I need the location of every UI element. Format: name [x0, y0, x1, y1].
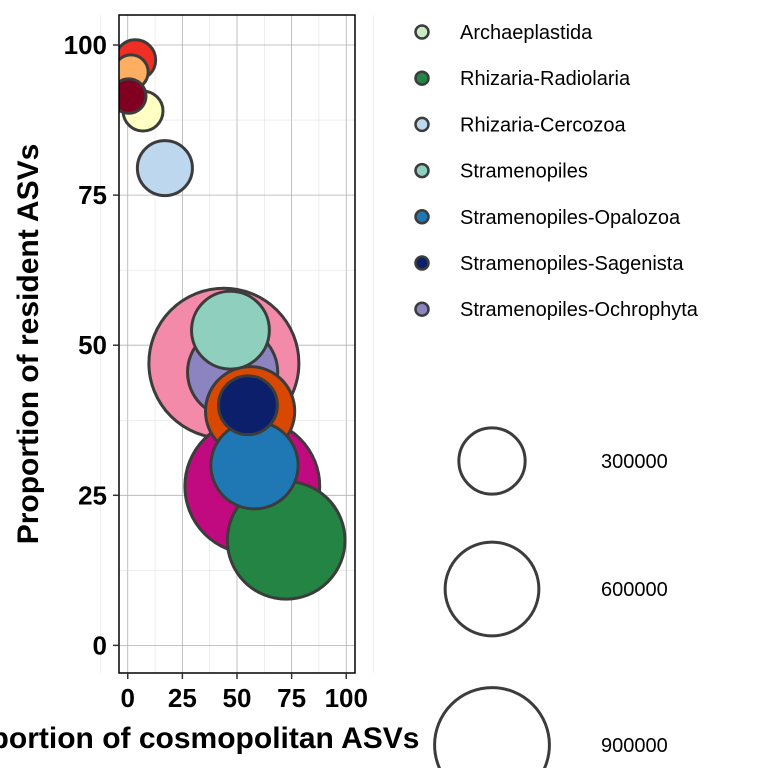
x-axis-title: Proportion of cosmopolitan ASVs: [0, 722, 419, 755]
bubble-point: [190, 289, 271, 371]
bubbles: [119, 38, 347, 601]
size-legend-label: 900000: [601, 735, 668, 757]
x-tick-label: 100: [325, 683, 368, 713]
y-tick-label: 25: [78, 480, 107, 510]
legend: Archaeplastida Rhizaria-Radiolaria Rhizari…: [414, 22, 699, 768]
legend-swatch: [414, 301, 430, 317]
y-tick-label: 100: [64, 30, 107, 60]
size-legend-circle: [457, 426, 527, 496]
legend-label: Stramenopiles-Opalozoa: [460, 207, 681, 229]
size-legend-circle: [443, 540, 541, 638]
bubble-point: [119, 77, 148, 115]
legend-swatch: [414, 255, 430, 271]
x-tick-label: 50: [223, 683, 252, 713]
legend-label: Rhizaria-Cercozoa: [460, 114, 626, 136]
legend-swatch: [414, 24, 430, 40]
x-tick-label: 25: [168, 683, 197, 713]
legend-label: Stramenopiles-Ochrophyta: [460, 299, 699, 321]
size-legend-label: 300000: [601, 451, 668, 473]
bubble-point: [217, 374, 279, 437]
legend-label: Rhizaria-Radiolaria: [460, 68, 631, 90]
y-tick-label: 50: [78, 330, 107, 360]
axes: 0 25 50 75 100 0 25 50 75 100: [64, 30, 368, 713]
legend-swatch: [414, 70, 430, 86]
y-axis-title: Proportion of resident ASVs: [12, 144, 45, 545]
legend-swatch: [414, 116, 430, 133]
y-tick-label: 0: [93, 630, 107, 660]
size-legend-label: 600000: [601, 579, 668, 601]
y-tick-label: 75: [78, 180, 107, 210]
x-tick-label: 0: [121, 683, 135, 713]
legend-label: Stramenopiles-Sagenista: [460, 253, 684, 275]
bubble-point: [135, 139, 194, 198]
legend-swatch: [414, 209, 430, 225]
size-legend-circle: [433, 686, 551, 768]
x-tick-label: 75: [277, 683, 306, 713]
legend-label: Archaeplastida: [460, 22, 593, 44]
legend-label: Stramenopiles: [460, 161, 588, 183]
legend-swatch: [414, 162, 430, 179]
